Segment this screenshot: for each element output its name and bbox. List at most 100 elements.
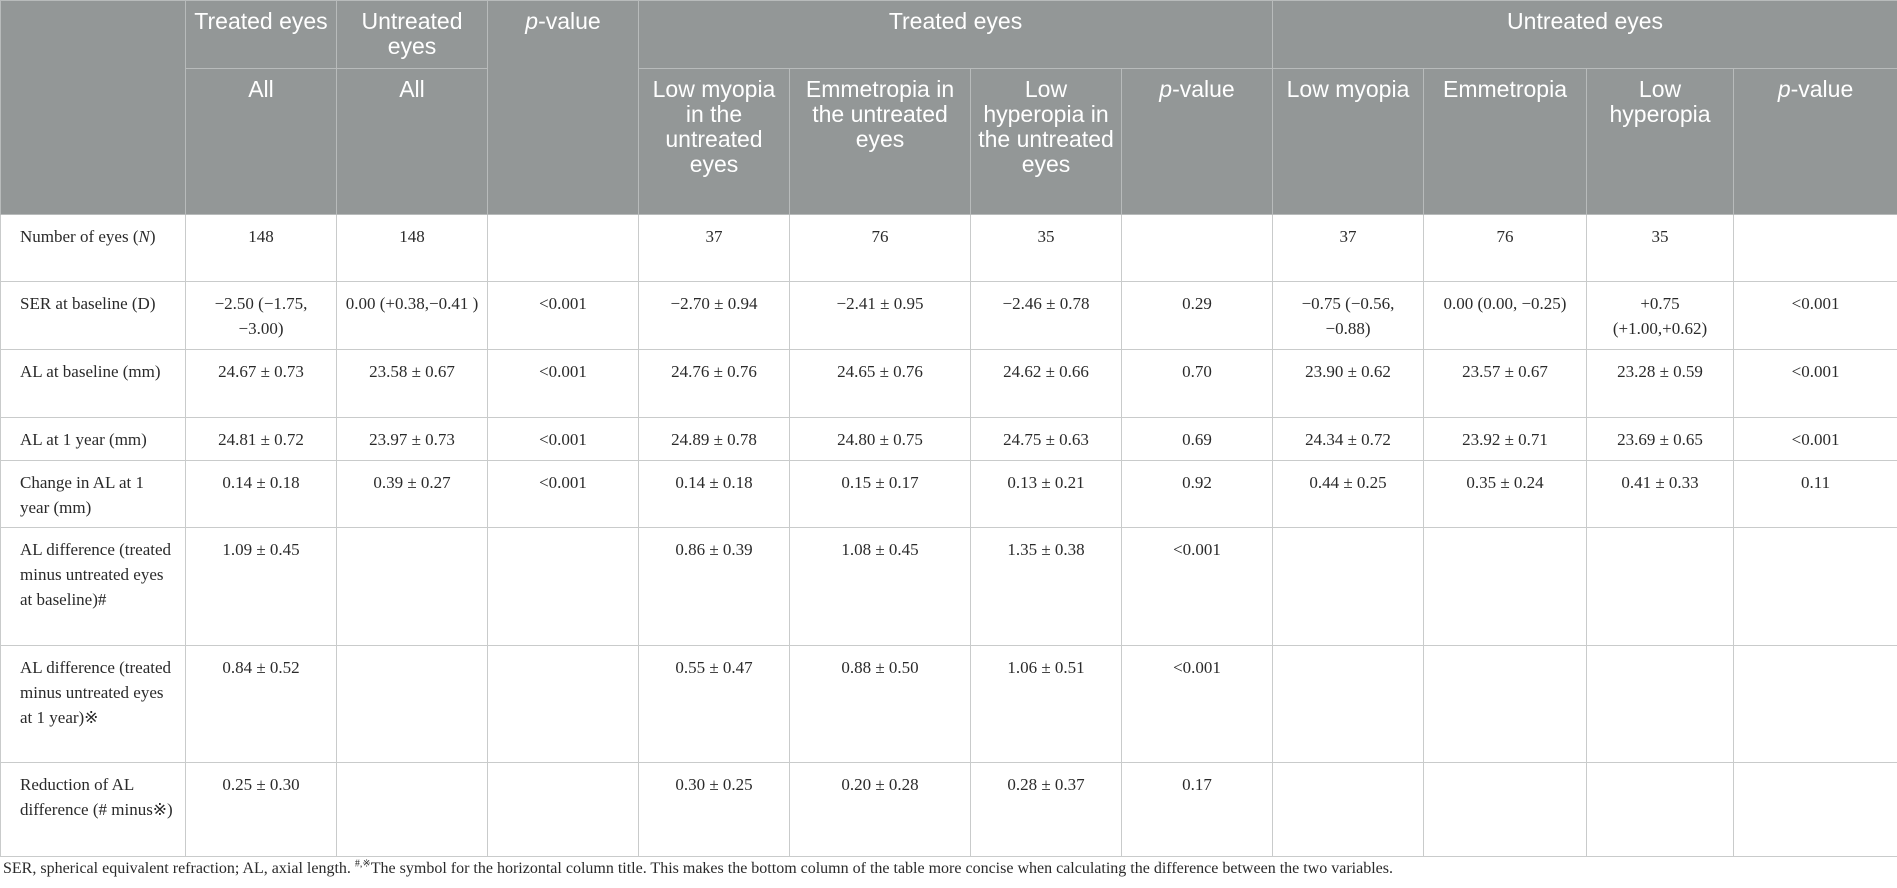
table-cell: 35 [1586,214,1735,282]
table-cell [1423,527,1588,646]
header-row-2: All All Low myopia in the untreated eyes… [1,68,1897,215]
table-cell: 0.14 ± 0.18 [185,460,337,528]
header-row-1: Treated eyes Untreated eyes p-value Trea… [0,0,1897,215]
table-cell: 24.67 ± 0.73 [185,349,337,418]
table-cell: <0.001 [1120,645,1274,763]
table-cell: 23.90 ± 0.62 [1272,349,1425,418]
table-cell: 148 [336,214,488,282]
col-treated-emmetropia: Emmetropia in the untreated eyes [789,68,971,215]
table-cell [487,214,639,282]
table-cell: 23.57 ± 0.67 [1423,349,1588,418]
table-cell [487,645,639,763]
col-treated-all: All [185,68,337,215]
col-treated-eyes: Treated eyes [185,0,337,69]
table-cell: −2.70 ± 0.94 [638,281,790,350]
table-cell: 1.06 ± 0.51 [970,645,1122,763]
row-label: AL difference (treated minus untreated e… [0,645,186,763]
table-cell [1586,645,1735,763]
table-cell [1423,645,1588,763]
table-row: AL difference (treated minus untreated e… [0,645,1897,763]
table-cell: −2.50 (−1.75, −3.00) [185,281,337,350]
table-row: SER at baseline (D) −2.50 (−1.75, −3.00)… [0,281,1897,350]
group-treated-eyes: Treated eyes [637,0,1274,69]
table-cell: +0.75 (+1.00,+0.62) [1586,281,1735,350]
table-cell: 1.09 ± 0.45 [185,527,337,646]
table-cell: 0.84 ± 0.52 [185,645,337,763]
table-cell: 0.29 [1120,281,1274,350]
table-cell: 23.92 ± 0.71 [1423,417,1588,461]
col-p-value: p-value [487,0,639,215]
table-cell: 0.28 ± 0.37 [970,762,1122,857]
table-cell: 0.92 [1120,460,1274,528]
table-cell: 0.44 ± 0.25 [1272,460,1425,528]
table-cell: 23.58 ± 0.67 [336,349,488,418]
col-untreated-p-value: p-value [1733,68,1897,215]
table-cell: 0.70 [1120,349,1274,418]
row-label: Change in AL at 1 year (mm) [0,460,186,528]
table-cell: 148 [185,214,337,282]
row-label: Number of eyes (N) [0,214,186,282]
table-cell: 0.15 ± 0.17 [789,460,971,528]
table-cell: <0.001 [487,349,639,418]
table-cell [1272,762,1425,857]
table-cell: 24.81 ± 0.72 [185,417,337,461]
table-cell: 0.39 ± 0.27 [336,460,488,528]
table-cell: −2.46 ± 0.78 [970,281,1122,350]
table-cell [1733,527,1897,646]
table-cell: 24.75 ± 0.63 [970,417,1122,461]
col-treated-p-value: p-value [1120,68,1274,215]
row-label: AL difference (treated minus untreated e… [0,527,186,646]
table-cell: 0.25 ± 0.30 [185,762,337,857]
table-cell [1733,214,1897,282]
table-cell: 0.00 (0.00, −0.25) [1423,281,1588,350]
table-cell: <0.001 [1733,281,1897,350]
table-cell: 24.65 ± 0.76 [789,349,971,418]
table-cell: 0.55 ± 0.47 [638,645,790,763]
col-untreated-all: All [336,68,488,215]
table-cell: 1.35 ± 0.38 [970,527,1122,646]
row-label: SER at baseline (D) [0,281,186,350]
table-cell: 23.69 ± 0.65 [1586,417,1735,461]
table-cell: 24.80 ± 0.75 [789,417,971,461]
col-untreated-low-myopia: Low myopia [1272,68,1425,215]
footnote-symbols: #,※ [354,858,371,870]
col-treated-low-myopia: Low myopia in the untreated eyes [638,68,790,215]
table-cell: 0.35 ± 0.24 [1423,460,1588,528]
table-cell: 76 [1423,214,1588,282]
table-cell [487,527,639,646]
row-label: AL at baseline (mm) [0,349,186,418]
table-cell: 23.97 ± 0.73 [336,417,488,461]
corner-cell [0,0,186,215]
col-untreated-eyes: Untreated eyes [336,0,488,69]
table-cell: 0.20 ± 0.28 [789,762,971,857]
table-cell [487,762,639,857]
table-cell: 0.69 [1120,417,1274,461]
table-cell [1120,214,1274,282]
table-cell: 0.13 ± 0.21 [970,460,1122,528]
row-label: Reduction of AL difference (# minus※) [0,762,186,857]
table-cell: <0.001 [1733,349,1897,418]
table-cell [1733,645,1897,763]
table-cell [1423,762,1588,857]
row-label: AL at 1 year (mm) [0,417,186,461]
table-cell [336,645,488,763]
table-cell: 0.11 [1733,460,1897,528]
table-row: Number of eyes (N) 148 148 37 76 35 37 7… [0,214,1897,282]
table-cell [336,762,488,857]
footnote-explanation: The symbol for the horizontal column tit… [370,860,1393,877]
table-cell: 1.08 ± 0.45 [789,527,971,646]
table-cell: −0.75 (−0.56, −0.88) [1272,281,1425,350]
table-cell: 35 [970,214,1122,282]
table-cell: 76 [789,214,971,282]
table-cell [336,527,488,646]
table-cell: <0.001 [487,460,639,528]
footnote-abbreviations: SER, spherical equivalent refraction; AL… [3,860,355,877]
table-cell [1272,527,1425,646]
table-cell: 24.76 ± 0.76 [638,349,790,418]
table-row: AL at 1 year (mm) 24.81 ± 0.72 23.97 ± 0… [0,417,1897,461]
table-row: Change in AL at 1 year (mm) 0.14 ± 0.18 … [0,460,1897,528]
table-cell: 0.41 ± 0.33 [1586,460,1735,528]
table-cell: 0.14 ± 0.18 [638,460,790,528]
table-cell: <0.001 [487,281,639,350]
table-cell: 0.00 (+0.38,−0.41 ) [336,281,488,350]
